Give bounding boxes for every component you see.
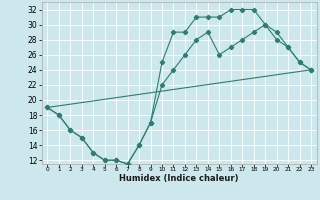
X-axis label: Humidex (Indice chaleur): Humidex (Indice chaleur) [119,174,239,183]
